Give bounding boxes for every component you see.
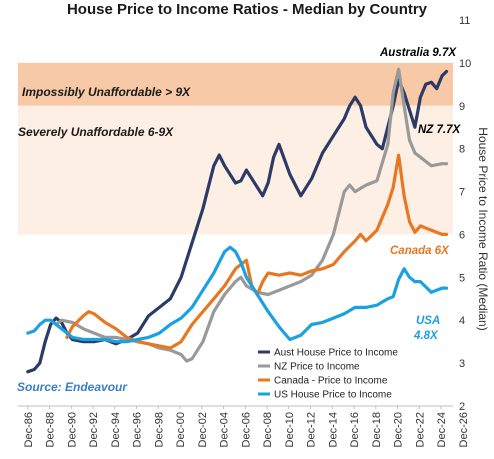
y-tick-label: 2 [459,401,465,413]
chart-title: House Price to Income Ratios - Median by… [67,1,428,18]
y-tick-label: 5 [459,272,465,284]
annotation-usa: USA [416,315,440,327]
y-tick-label: 8 [459,144,465,156]
y-tick-label: 3 [459,358,465,370]
series-line-0 [26,69,449,374]
series-layer [26,67,449,374]
x-tick-label: Dec-18 [371,412,383,447]
y-axis-label: House Price to Income Ratio (Median) [476,127,490,330]
x-tick-label: Dec-12 [306,412,318,447]
x-tick-label: Dec-00 [175,412,187,447]
legend-label-2: Canada - Price to Income [274,376,388,387]
x-tick-label: Dec-24 [436,412,448,447]
x-tick-label: Dec-26 [458,412,470,447]
annotation-australia: Australia 9.7X [379,47,457,59]
band-label-impossibly-unaffordable: Impossibly Unaffordable > 9X [22,85,191,99]
x-tick-label: Dec-86 [23,412,35,447]
y-tick-label: 6 [459,229,465,241]
x-tick-label: Dec-88 [45,412,57,447]
x-tick-label: Dec-02 [197,412,209,447]
x-tick-label: Dec-16 [349,412,361,447]
band-label-severely-unaffordable: Severely Unaffordable 6-9X [18,125,174,139]
x-tick-label: Dec-90 [66,412,78,447]
x-tick-label: Dec-08 [262,412,274,447]
annotation-canada: Canada 6X [390,245,450,257]
legend-label-1: NZ Price to Income [274,362,360,373]
x-tick-label: Dec-94 [110,412,122,447]
annotation-usa-value: 4.8X [413,330,439,342]
legend-label-3: US House Price to Income [274,390,392,401]
axis-layer: 2 3 4 5 6 7 8 9 10 11 Dec-86 Dec-88 Dec-90 Dec-92 Dec-… [18,15,471,447]
x-tick-label: Dec-92 [88,412,100,447]
y-tick-label: 11 [459,15,470,27]
series-line-3 [26,245,449,344]
legend: Aust House Price to Income NZ Price to In… [258,348,398,401]
x-tick-label: Dec-04 [219,412,231,447]
y-tick-label: 4 [459,315,465,327]
y-tick-label: 10 [459,58,471,70]
x-tick-label: Dec-98 [153,412,165,447]
x-tick-label: Dec-20 [393,412,405,447]
x-tick-label: Dec-96 [132,412,144,447]
x-tick-label: Dec-06 [240,412,252,447]
y-tick-label: 7 [459,187,465,199]
x-tick-label: Dec-14 [327,412,339,447]
series-line-2 [65,153,449,350]
legend-label-0: Aust House Price to Income [274,348,398,359]
y-tick-label: 9 [459,101,465,113]
x-tick-label: Dec-10 [284,412,296,447]
source-note: Source: Endeavour [17,380,128,394]
annotation-nz: NZ 7.7X [418,124,462,136]
x-tick-label: Dec-22 [414,412,426,447]
band-0 [18,62,453,106]
